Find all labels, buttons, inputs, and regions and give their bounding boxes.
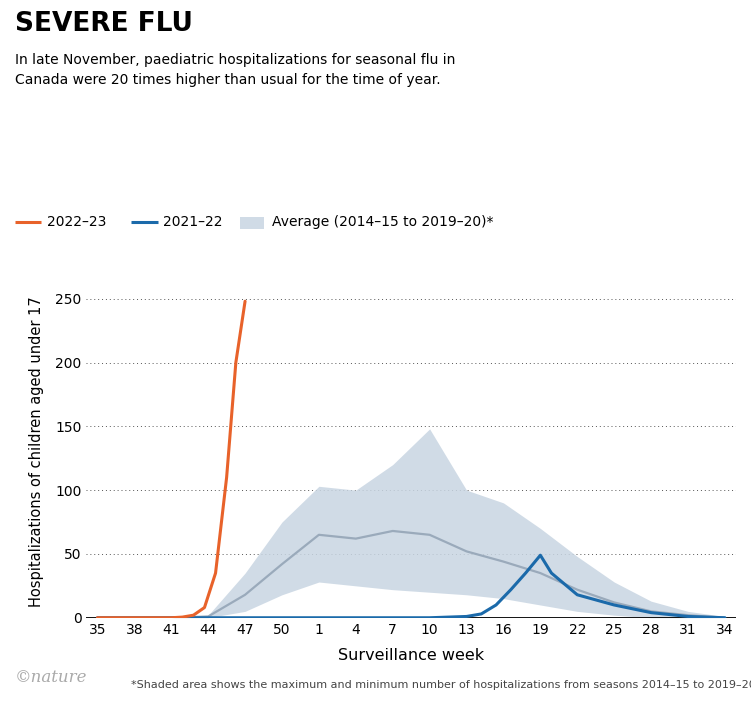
Text: SEVERE FLU: SEVERE FLU	[15, 11, 193, 37]
Text: 2022–23: 2022–23	[47, 215, 106, 229]
Y-axis label: Hospitalizations of children aged under 17: Hospitalizations of children aged under …	[29, 297, 44, 607]
Text: Average (2014–15 to 2019–20)*: Average (2014–15 to 2019–20)*	[272, 215, 493, 229]
X-axis label: Surveillance week: Surveillance week	[338, 647, 484, 663]
Text: ©nature: ©nature	[15, 669, 88, 686]
Text: 2021–22: 2021–22	[163, 215, 222, 229]
Text: *Shaded area shows the maximum and minimum number of hospitalizations from seaso: *Shaded area shows the maximum and minim…	[131, 681, 751, 690]
Text: In late November, paediatric hospitalizations for seasonal flu in
Canada were 20: In late November, paediatric hospitaliza…	[15, 53, 455, 87]
